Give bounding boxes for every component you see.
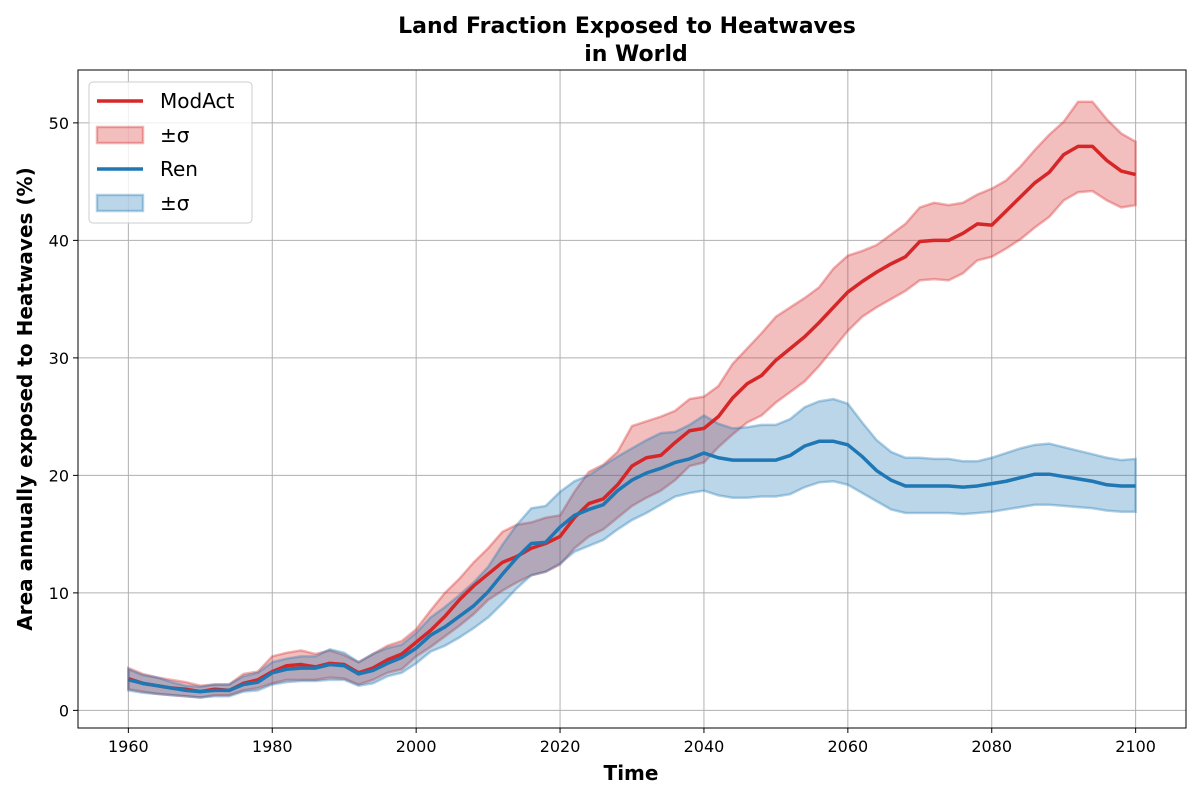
modact-sigma-band: [127, 100, 1137, 699]
legend-label: Ren: [160, 157, 198, 181]
grid-lines: [78, 70, 1186, 728]
y-tick-label: 10: [49, 584, 69, 603]
x-tick-label: 2100: [1115, 737, 1156, 756]
x-tick-label: 2020: [540, 737, 581, 756]
legend-label: ±σ: [160, 191, 190, 215]
sigma-bands: [127, 100, 1137, 699]
x-tick-label: 2040: [684, 737, 725, 756]
modact-mean-line: [127, 144, 1137, 694]
x-axis-ticks: 1960 1980 2000 2020 2040 2060 2080 2100: [108, 728, 1156, 756]
y-tick-label: 0: [59, 701, 69, 720]
legend-label: ±σ: [160, 123, 190, 147]
y-axis-ticks: 0 10 20 30 40 50: [49, 114, 78, 720]
plot-area-frame: [77, 69, 1187, 729]
series-lines: [127, 144, 1137, 694]
y-tick-label: 30: [49, 349, 69, 368]
x-axis-label: Time: [604, 761, 659, 785]
x-tick-label: 2060: [827, 737, 868, 756]
x-tick-label: 1980: [252, 737, 293, 756]
legend-ren-band-swatch: [95, 193, 145, 213]
x-tick-label: 2080: [971, 737, 1012, 756]
y-axis-label: Area annually exposed to Heatwaves (%): [13, 167, 37, 630]
ren-mean-line: [127, 439, 1136, 694]
legend-box: [88, 81, 253, 224]
y-tick-label: 20: [49, 466, 69, 485]
chart-title-line1: Land Fraction Exposed to Heatwaves: [398, 14, 856, 39]
legend: ModAct ±σ Ren ±σ: [88, 81, 253, 224]
legend-label: ModAct: [160, 89, 235, 113]
x-tick-label: 2000: [396, 737, 437, 756]
y-tick-label: 40: [49, 231, 69, 250]
chart-title-line2: in World: [584, 42, 688, 67]
y-tick-label: 50: [49, 114, 69, 133]
legend-modact-band-swatch: [95, 125, 145, 145]
x-tick-label: 1960: [108, 737, 149, 756]
